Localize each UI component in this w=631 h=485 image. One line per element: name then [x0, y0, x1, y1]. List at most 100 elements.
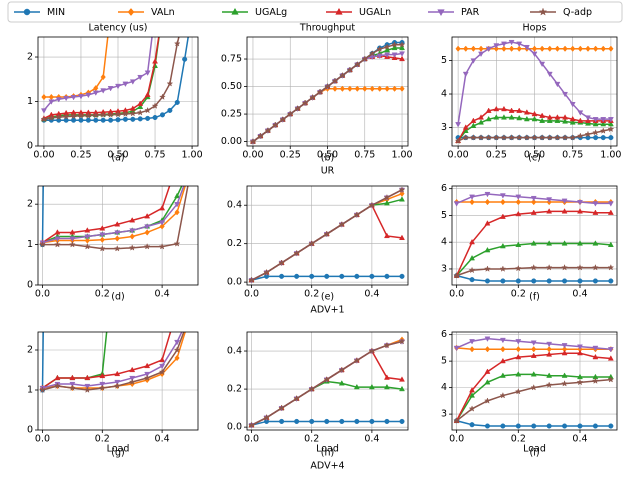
marker — [470, 45, 477, 52]
y-tick-label: 5 — [441, 356, 447, 367]
marker — [576, 263, 584, 271]
axes-frame — [246, 36, 409, 147]
marker — [547, 45, 553, 52]
marker — [499, 265, 507, 272]
y-tick-label: 0.00 — [221, 136, 242, 147]
marker — [492, 133, 500, 141]
marker — [398, 186, 406, 193]
marker — [144, 70, 151, 76]
x-tick-label: 0.2 — [304, 434, 319, 445]
marker — [553, 133, 561, 141]
marker — [279, 115, 287, 123]
marker — [500, 346, 506, 353]
marker — [174, 339, 181, 346]
marker — [454, 137, 462, 144]
marker — [577, 349, 583, 356]
marker — [190, 307, 195, 313]
marker — [173, 346, 181, 353]
marker — [399, 234, 405, 240]
marker — [453, 201, 460, 207]
marker — [182, 56, 188, 62]
series-line — [42, 332, 186, 389]
marker — [484, 191, 491, 198]
marker — [539, 61, 546, 68]
marker — [592, 345, 599, 352]
marker — [485, 115, 492, 122]
marker — [484, 278, 491, 284]
marker — [577, 208, 583, 214]
marker — [174, 354, 180, 362]
marker — [531, 45, 538, 52]
marker — [293, 249, 301, 257]
marker — [500, 114, 507, 120]
series-line — [42, 332, 183, 389]
marker — [554, 81, 561, 88]
marker — [98, 384, 106, 391]
marker — [516, 107, 523, 113]
marker — [68, 384, 76, 391]
y-tick-label: 0 — [27, 280, 33, 291]
marker — [100, 117, 106, 123]
marker — [546, 117, 553, 123]
marker — [592, 120, 599, 127]
series-line — [42, 332, 108, 389]
marker — [607, 263, 615, 271]
marker — [54, 374, 61, 381]
marker — [129, 366, 136, 373]
marker — [508, 45, 515, 52]
marker — [70, 112, 78, 120]
marker — [84, 234, 91, 240]
caption: (g) — [111, 448, 124, 459]
marker — [530, 340, 537, 346]
marker — [144, 362, 151, 369]
y-tick-label: 2 — [27, 345, 33, 356]
marker — [530, 240, 537, 246]
marker — [278, 259, 286, 266]
marker — [69, 236, 76, 242]
series-line — [251, 204, 403, 281]
marker — [383, 193, 391, 201]
marker — [399, 55, 405, 62]
marker — [338, 220, 346, 228]
marker — [608, 278, 614, 284]
marker — [530, 371, 537, 377]
y-tick-label: 6 — [441, 183, 447, 194]
y-tick-label: 4 — [441, 89, 447, 100]
marker — [485, 46, 492, 53]
marker — [128, 378, 136, 385]
marker — [115, 83, 121, 90]
marker — [99, 236, 105, 243]
x-tick-label: 0.4 — [155, 289, 170, 300]
marker — [508, 107, 515, 113]
marker — [144, 213, 151, 219]
marker — [308, 385, 316, 393]
marker — [577, 423, 583, 429]
legend-marker — [127, 8, 135, 16]
marker — [354, 273, 360, 279]
marker — [500, 278, 506, 284]
marker — [100, 73, 106, 81]
marker — [338, 380, 345, 386]
series-line — [456, 242, 611, 277]
marker — [78, 117, 84, 123]
marker — [592, 353, 599, 360]
marker — [569, 133, 577, 141]
caption: (d) — [111, 292, 124, 303]
marker — [54, 229, 61, 235]
marker — [63, 95, 70, 102]
marker — [83, 242, 91, 250]
marker — [115, 117, 121, 123]
legend-marker — [23, 8, 31, 16]
marker — [70, 94, 77, 101]
marker — [516, 41, 523, 47]
marker — [144, 224, 151, 230]
marker — [569, 119, 576, 125]
marker — [515, 339, 522, 345]
marker — [399, 44, 405, 51]
marker — [129, 217, 136, 223]
marker — [263, 268, 271, 276]
marker — [368, 383, 375, 390]
x-tick-label: 0.2 — [304, 289, 319, 300]
marker — [576, 132, 584, 139]
marker — [477, 133, 485, 141]
